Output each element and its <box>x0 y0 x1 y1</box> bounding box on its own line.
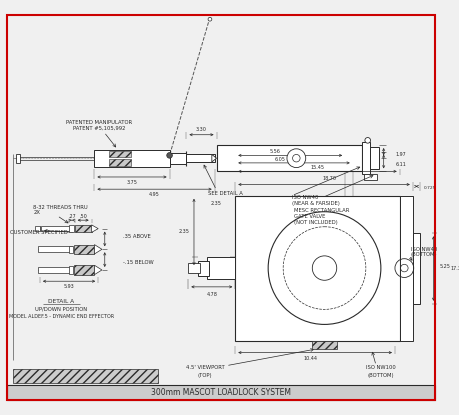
Circle shape <box>268 212 380 325</box>
Text: MESC RECTANGULAR: MESC RECTANGULAR <box>294 208 349 213</box>
Polygon shape <box>94 244 102 254</box>
Bar <box>235 196 399 341</box>
Circle shape <box>286 149 305 168</box>
Text: 3.30: 3.30 <box>196 127 207 132</box>
Bar <box>216 145 361 171</box>
Bar <box>41 226 71 232</box>
Bar <box>188 264 199 273</box>
Bar <box>108 151 131 157</box>
Text: 4.78: 4.78 <box>206 292 217 297</box>
Bar <box>73 244 94 254</box>
Text: 17.32: 17.32 <box>450 266 459 271</box>
Text: SEE DETAIL A: SEE DETAIL A <box>208 191 243 196</box>
Bar <box>69 225 73 232</box>
Text: 3.75: 3.75 <box>126 180 137 185</box>
Text: .35 ABOVE: .35 ABOVE <box>123 234 150 239</box>
Bar <box>73 265 94 275</box>
Text: 6.11: 6.11 <box>395 162 406 167</box>
Text: (BOTTOM): (BOTTOM) <box>367 373 393 378</box>
Text: 4.5' VIEWPORT: 4.5' VIEWPORT <box>185 365 224 370</box>
Bar <box>108 159 131 166</box>
Text: DETAIL A: DETAIL A <box>48 299 74 304</box>
Polygon shape <box>211 154 216 162</box>
Text: GATE VALVE: GATE VALVE <box>294 214 325 219</box>
Bar <box>169 153 186 164</box>
Text: (NOT INCLUDED): (NOT INCLUDED) <box>294 220 337 225</box>
Bar <box>74 225 91 232</box>
Text: 0.725: 0.725 <box>423 186 436 190</box>
Text: 2.35: 2.35 <box>211 201 222 206</box>
Text: UP/DOWN POSITION: UP/DOWN POSITION <box>35 307 87 312</box>
Text: 5.93: 5.93 <box>63 284 74 289</box>
Bar <box>16 154 20 163</box>
Bar <box>399 196 412 341</box>
Text: 2X: 2X <box>34 210 40 215</box>
Circle shape <box>207 17 211 21</box>
Text: 10.44: 10.44 <box>303 356 317 361</box>
Text: MODEL ALDEF.5 - DYNAMIC END EFFECTOR: MODEL ALDEF.5 - DYNAMIC END EFFECTOR <box>9 315 114 320</box>
Bar <box>35 226 40 232</box>
Text: -.15 BELOW: -.15 BELOW <box>123 260 153 265</box>
Bar <box>69 266 73 274</box>
Bar <box>7 385 434 400</box>
Text: 1.97: 1.97 <box>395 152 406 157</box>
Polygon shape <box>94 265 102 275</box>
Text: 18.70: 18.70 <box>321 176 336 181</box>
Text: PATENT #5,105,992: PATENT #5,105,992 <box>73 126 125 131</box>
Circle shape <box>292 154 299 162</box>
Text: ISO NW100: ISO NW100 <box>365 365 395 370</box>
Circle shape <box>166 153 172 158</box>
Bar <box>207 257 235 279</box>
Bar <box>13 369 158 383</box>
Text: 4.95: 4.95 <box>149 192 160 197</box>
Text: ISO NW40: ISO NW40 <box>410 247 437 252</box>
Text: 2.35: 2.35 <box>178 229 189 234</box>
Bar <box>186 154 214 162</box>
Text: (BOTTOM): (BOTTOM) <box>410 252 437 257</box>
Text: (NEAR & FARSIDE): (NEAR & FARSIDE) <box>291 201 339 206</box>
Bar <box>369 147 378 169</box>
Text: CUSTOMER SPECIFIED: CUSTOMER SPECIFIED <box>10 230 67 235</box>
Bar <box>69 246 73 253</box>
Text: 5.56: 5.56 <box>269 149 280 154</box>
Text: 6.05: 6.05 <box>274 156 285 161</box>
Circle shape <box>364 137 370 143</box>
Text: 300mm MASCOT LOADLOCK SYSTEM: 300mm MASCOT LOADLOCK SYSTEM <box>151 388 291 398</box>
Text: 15.45: 15.45 <box>310 165 324 170</box>
Bar <box>38 267 72 273</box>
Text: .50: .50 <box>79 214 87 219</box>
Bar <box>94 150 169 167</box>
Text: ISO NW40: ISO NW40 <box>291 195 317 200</box>
Bar <box>363 174 376 180</box>
Text: (TOP): (TOP) <box>197 373 212 378</box>
Text: 8-32 THREADS THRU: 8-32 THREADS THRU <box>34 205 88 210</box>
Text: 5.25: 5.25 <box>438 264 449 269</box>
Bar <box>312 341 336 349</box>
Bar <box>361 142 369 174</box>
Polygon shape <box>91 225 98 232</box>
Bar <box>412 233 420 304</box>
Bar <box>197 261 208 276</box>
Text: .27: .27 <box>68 214 76 219</box>
Text: PATENTED MANIPULATOR: PATENTED MANIPULATOR <box>66 120 132 125</box>
Bar <box>38 247 72 252</box>
